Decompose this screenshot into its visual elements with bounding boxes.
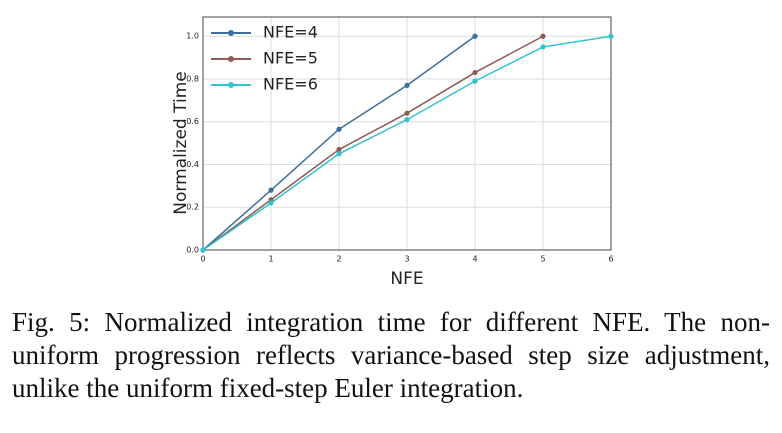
point xyxy=(200,247,206,253)
y-tick-label: 0.6 xyxy=(186,117,199,126)
y-tick-label: 0.4 xyxy=(186,160,199,169)
chart: NFE Normalized Time 0.0 0.2 0.4 0.6 0.8 1.0 0 1… xyxy=(171,16,614,289)
y-tick-label: 0.0 xyxy=(186,246,199,255)
y-tick-label: 0.2 xyxy=(186,203,199,212)
legend-marker xyxy=(228,56,234,62)
point xyxy=(404,110,410,116)
point xyxy=(608,33,614,39)
x-tick-label: 3 xyxy=(404,255,409,264)
plot-frame xyxy=(202,16,612,251)
point xyxy=(472,69,478,76)
y-tick-label: 0.8 xyxy=(186,74,199,83)
x-tick-label: 6 xyxy=(608,255,613,264)
legend-marker xyxy=(228,30,234,36)
legend-label: NFE=6 xyxy=(263,75,318,94)
point xyxy=(268,187,274,193)
point xyxy=(404,82,410,89)
legend-marker xyxy=(228,82,234,88)
x-tick-label: 1 xyxy=(268,255,273,264)
point xyxy=(336,151,342,157)
y-axis-label: Normalized Time xyxy=(171,71,191,214)
point xyxy=(268,200,274,206)
y-tick-label: 1.0 xyxy=(186,32,199,41)
point xyxy=(404,117,410,123)
point xyxy=(472,33,478,39)
x-tick-label: 2 xyxy=(336,255,341,264)
point xyxy=(336,126,342,132)
point xyxy=(336,146,342,153)
point xyxy=(540,33,546,39)
point xyxy=(540,44,546,50)
legend-label: NFE=5 xyxy=(263,49,318,68)
x-tick-label: 5 xyxy=(540,255,545,264)
caption: Fig. 5: Normalized integration time for … xyxy=(12,307,770,403)
x-tick-label: 0 xyxy=(200,255,205,264)
legend-label: NFE=4 xyxy=(263,23,318,42)
line xyxy=(202,35,544,251)
x-axis-label: NFE xyxy=(390,269,423,289)
x-tick-label: 4 xyxy=(472,255,477,264)
point xyxy=(472,78,478,84)
